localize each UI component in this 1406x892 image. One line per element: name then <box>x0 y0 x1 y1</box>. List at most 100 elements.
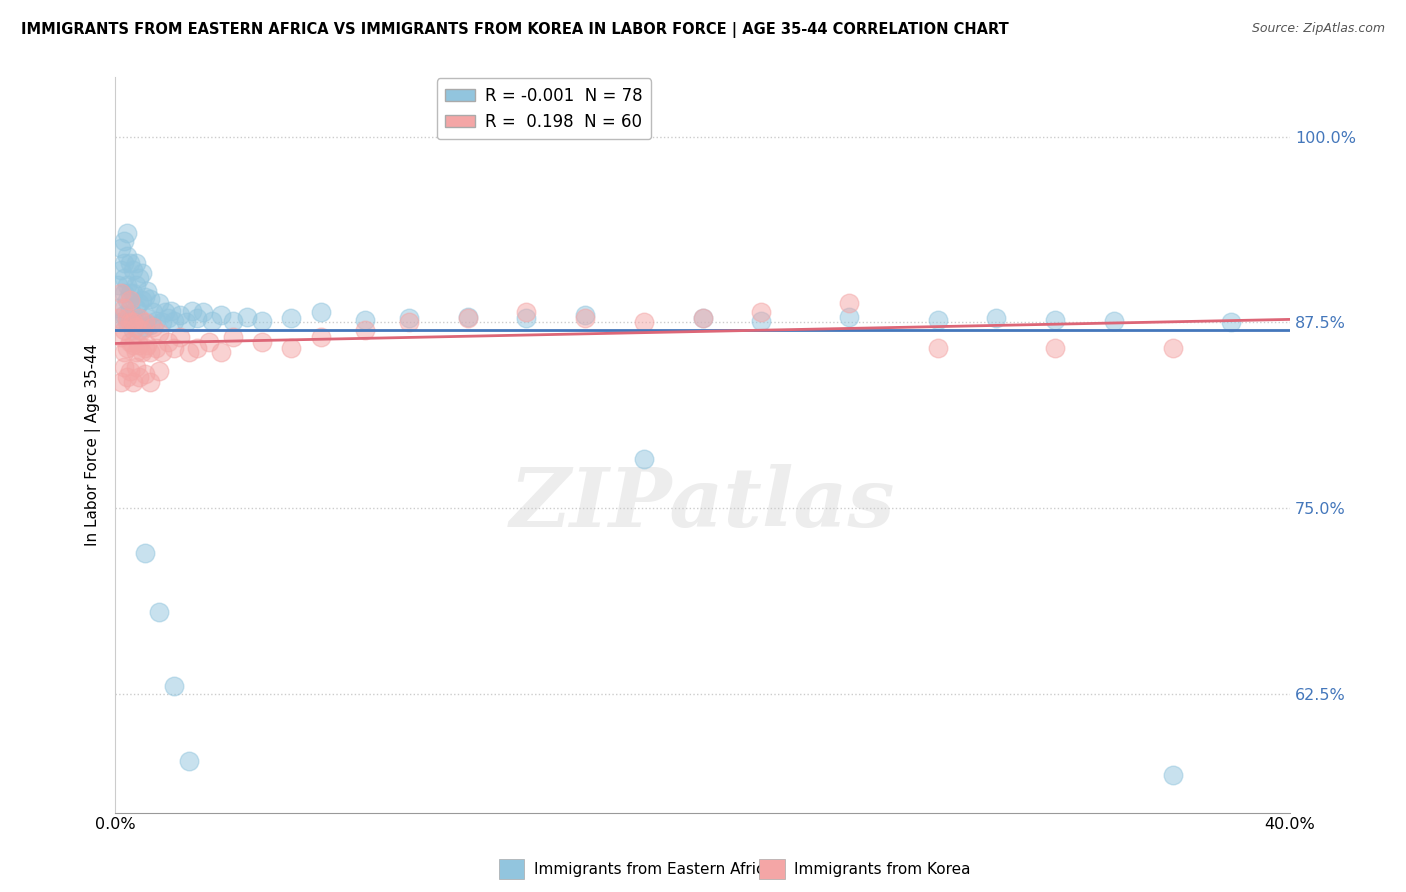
Point <box>125 320 148 334</box>
Point <box>121 263 143 277</box>
Point <box>115 316 138 330</box>
Point <box>236 310 259 324</box>
Text: IMMIGRANTS FROM EASTERN AFRICA VS IMMIGRANTS FROM KOREA IN LABOR FORCE | AGE 35-: IMMIGRANTS FROM EASTERN AFRICA VS IMMIGR… <box>21 22 1010 38</box>
Point <box>749 314 772 328</box>
Point <box>107 311 129 326</box>
Point <box>515 311 537 326</box>
Point <box>134 320 156 334</box>
Point <box>115 311 138 326</box>
Point <box>692 311 714 326</box>
Point <box>1102 314 1125 328</box>
Point <box>398 311 420 326</box>
Point <box>169 308 191 322</box>
Point <box>633 452 655 467</box>
Point <box>177 345 200 359</box>
Point <box>128 370 150 384</box>
Point <box>125 359 148 374</box>
Point <box>280 311 302 326</box>
Point <box>180 303 202 318</box>
Point <box>110 330 132 344</box>
Point <box>148 364 170 378</box>
Point <box>121 375 143 389</box>
Point <box>128 296 150 310</box>
Point <box>131 267 153 281</box>
Point <box>112 308 135 322</box>
Point <box>209 308 232 322</box>
Point <box>139 375 162 389</box>
Point <box>1161 341 1184 355</box>
Point <box>174 316 197 330</box>
Point <box>118 364 141 378</box>
Point <box>125 278 148 293</box>
Point <box>134 546 156 560</box>
Point <box>148 296 170 310</box>
Point <box>110 375 132 389</box>
Point <box>136 285 159 299</box>
Point <box>157 334 180 349</box>
Point <box>574 308 596 322</box>
Point <box>193 305 215 319</box>
Point <box>112 234 135 248</box>
Point <box>157 311 180 326</box>
Point <box>128 271 150 285</box>
Point <box>927 312 949 326</box>
Point <box>121 285 143 300</box>
Point <box>198 334 221 349</box>
Point <box>125 256 148 270</box>
Point <box>115 341 138 355</box>
Point <box>142 320 165 334</box>
Point <box>131 316 153 330</box>
Point <box>121 316 143 330</box>
Point <box>633 316 655 330</box>
Point <box>134 290 156 304</box>
Point <box>221 330 243 344</box>
Point <box>121 308 143 322</box>
Point <box>145 341 167 355</box>
Point <box>1220 316 1243 330</box>
Point <box>115 249 138 263</box>
Point <box>927 341 949 355</box>
Point <box>986 311 1008 326</box>
Point <box>160 303 183 318</box>
Text: Source: ZipAtlas.com: Source: ZipAtlas.com <box>1251 22 1385 36</box>
Point <box>838 296 860 310</box>
Point <box>153 305 176 319</box>
Point <box>131 323 153 337</box>
Point <box>150 345 173 359</box>
Point <box>139 345 162 359</box>
Point <box>110 285 132 300</box>
Point <box>250 314 273 328</box>
Point <box>121 323 143 337</box>
Point <box>112 256 135 270</box>
Point <box>309 330 332 344</box>
Point <box>142 305 165 319</box>
Point <box>118 285 141 300</box>
Point <box>125 316 148 330</box>
Text: ZIPatlas: ZIPatlas <box>510 464 896 544</box>
Point <box>139 292 162 306</box>
Point <box>457 311 479 326</box>
Point <box>692 311 714 326</box>
Point <box>134 368 156 382</box>
Point <box>1161 768 1184 782</box>
Point <box>110 263 132 277</box>
Point <box>125 301 148 315</box>
Point <box>163 314 186 328</box>
Legend: R = -0.001  N = 78, R =  0.198  N = 60: R = -0.001 N = 78, R = 0.198 N = 60 <box>437 78 651 139</box>
Point <box>186 341 208 355</box>
Point <box>838 310 860 324</box>
Point <box>131 345 153 359</box>
Point <box>128 311 150 326</box>
Point <box>186 311 208 326</box>
Point <box>118 334 141 349</box>
Point <box>115 278 138 293</box>
Point <box>353 312 375 326</box>
Point <box>353 323 375 337</box>
Point <box>128 337 150 351</box>
Point <box>112 345 135 359</box>
Point <box>749 305 772 319</box>
Point <box>107 301 129 315</box>
Point <box>515 305 537 319</box>
Point <box>139 318 162 333</box>
Point <box>118 316 141 330</box>
